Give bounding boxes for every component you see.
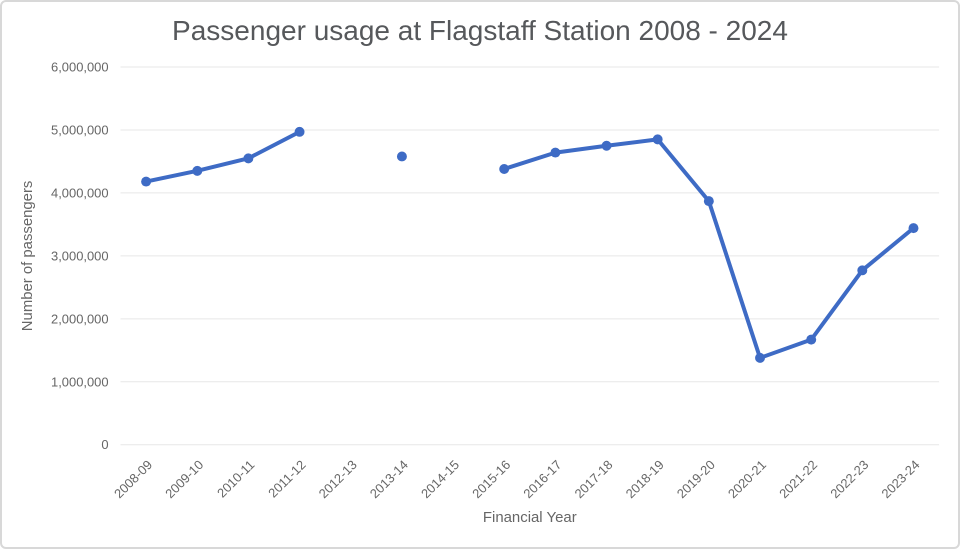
- data-point: [908, 223, 919, 234]
- data-point: [192, 165, 203, 176]
- data-point: [652, 134, 663, 145]
- x-axis-tick-label: 2011-12: [265, 457, 308, 500]
- x-axis-tick-label: 2014-15: [418, 457, 462, 501]
- chart-title: Passenger usage at Flagstaff Station 200…: [172, 15, 788, 46]
- data-point: [857, 265, 868, 276]
- x-axis-tick-label: 2013-14: [367, 457, 411, 501]
- x-axis-tick-label: 2010-11: [214, 457, 257, 500]
- x-axis-tick-label: 2018-19: [623, 457, 667, 501]
- data-point: [806, 334, 817, 345]
- data-point: [141, 176, 152, 187]
- data-point: [243, 153, 254, 164]
- y-axis-tick-label: 2,000,000: [51, 311, 109, 326]
- x-axis-tick-label: 2017-18: [571, 457, 615, 501]
- y-axis-tick-label: 0: [101, 437, 108, 452]
- y-axis-tick-label: 3,000,000: [51, 248, 109, 263]
- x-axis-tick-label: 2020-21: [725, 457, 769, 501]
- x-axis-tick-label: 2019-20: [674, 457, 718, 501]
- x-axis-tick-label: 2012-13: [316, 457, 360, 501]
- data-point: [601, 140, 612, 151]
- x-axis-tick-label: 2022-23: [827, 457, 871, 501]
- data-point: [755, 352, 766, 363]
- x-axis-tick-label: 2021-22: [776, 457, 820, 501]
- data-point: [703, 196, 714, 207]
- y-axis-tick-label: 5,000,000: [51, 122, 109, 137]
- data-line: [144, 129, 916, 360]
- y-axis-tick-label: 4,000,000: [51, 185, 109, 200]
- x-axis-title: Financial Year: [483, 510, 577, 526]
- x-axis-tick-label: 2008-09: [111, 457, 155, 501]
- data-series-group: [141, 126, 919, 363]
- y-axis-tick-label: 1,000,000: [51, 374, 109, 389]
- data-point: [396, 151, 407, 162]
- gridlines-group: [120, 66, 940, 446]
- data-point: [550, 147, 561, 158]
- y-axis-title: Number of passengers: [20, 181, 36, 332]
- x-axis-tick-label: 2009-10: [162, 457, 206, 501]
- data-point: [499, 164, 510, 174]
- x-axis-tick-label: 2023-24: [878, 457, 922, 501]
- x-axis-tick-labels-group: 2008-09 2009-10 2010-11 2011-12 2012-13 2013-…: [111, 457, 923, 501]
- y-axis-tick-labels-group: 0 1,000,000 2,000,000 3,000,000 4,000,000 5,0…: [51, 60, 109, 453]
- x-axis-tick-label: 2015-16: [469, 457, 513, 501]
- x-axis-tick-label: 2016-17: [520, 457, 564, 501]
- y-axis-tick-label: 6,000,000: [51, 60, 109, 75]
- data-point: [294, 126, 305, 137]
